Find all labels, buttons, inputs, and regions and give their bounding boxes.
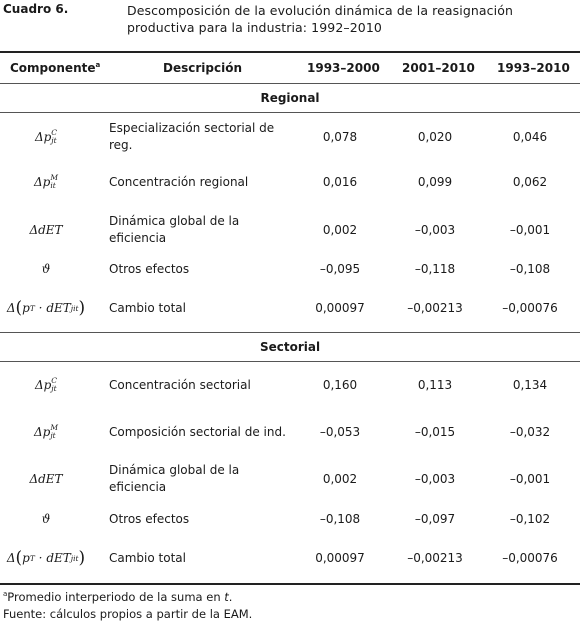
row-value-2001-2010: –0,118 (414, 262, 456, 276)
row-value-1993-2010: 0,134 (512, 378, 548, 392)
row-description: Concentración sectorial (109, 377, 251, 392)
row-description: Cambio total (109, 550, 186, 565)
section-title-sectorial: Sectorial (259, 340, 321, 354)
row-value-1993-2010: –0,102 (509, 512, 551, 526)
row-value-1993-2010: –0,108 (509, 262, 551, 276)
table-row: ϑ Otros efectos –0,108 –0,097 –0,102 (0, 499, 580, 539)
row-value-1993-2000: 0,160 (322, 378, 358, 392)
section-title-regional: Regional (260, 91, 320, 105)
row-value-1993-2000: 0,00097 (315, 301, 365, 315)
top-rule (0, 51, 580, 53)
row-value-2001-2010: –0,015 (414, 425, 456, 439)
table-row: Δ(p T · dET jit) Cambio total 0,00097 –0,0… (0, 288, 580, 328)
row-value-1993-2000: –0,053 (319, 425, 361, 439)
row-description: Concentración regional (109, 174, 249, 189)
table-caption: Cuadro 6. Descomposición de la evolución… (0, 0, 580, 44)
section-divider-rule (0, 332, 580, 333)
header-period-1: 1993–2000 (307, 61, 380, 75)
header-period-2: 2001–2010 (402, 61, 475, 75)
row-description: Cambio total (109, 300, 186, 315)
row-value-1993-2010: 0,046 (512, 130, 548, 144)
table-row: ϑ Otros efectos –0,095 –0,118 –0,108 (0, 249, 580, 289)
row-value-1993-2000: 0,016 (322, 175, 358, 189)
symbol-delta-total: Δ(p T · dET jit) (6, 298, 86, 318)
source-note: Fuente: cálculos propios a partir de la … (3, 607, 253, 621)
row-description: Composición sectorial de ind. (109, 424, 286, 439)
row-value-1993-2010: 0,062 (512, 175, 548, 189)
row-value-1993-2010: –0,032 (509, 425, 551, 439)
row-value-2001-2010: –0,003 (414, 223, 456, 237)
row-value-1993-2000: –0,108 (319, 512, 361, 526)
footnote: aPromedio interperiodo de la suma en t. (3, 590, 233, 604)
row-description: Dinámica global de la eficiencia (109, 463, 240, 494)
row-value-1993-2010: –0,00076 (502, 551, 558, 565)
header-description: Descripción (163, 61, 242, 75)
row-value-1993-2010: –0,001 (509, 472, 551, 486)
row-value-2001-2010: 0,113 (417, 378, 453, 392)
row-description: Otros efectos (109, 261, 190, 276)
bottom-rule (0, 583, 580, 585)
row-description: Dinámica global de la eficiencia (109, 214, 240, 245)
table-row: Δ(p T · dET jit) Cambio total 0,00097 –0,0… (0, 538, 580, 578)
symbol-theta: ϑ (41, 262, 51, 276)
row-value-1993-2010: –0,001 (509, 223, 551, 237)
row-value-2001-2010: –0,00213 (407, 301, 463, 315)
row-value-1993-2000: 0,00097 (315, 551, 365, 565)
section-rule-regional (0, 112, 580, 113)
row-value-2001-2010: –0,00213 (407, 551, 463, 565)
table-number: Cuadro 6. (3, 2, 69, 16)
row-value-1993-2000: –0,095 (319, 262, 361, 276)
table-title: Descomposición de la evolución dinámica … (127, 3, 513, 35)
header-rule (0, 83, 580, 84)
row-value-2001-2010: 0,020 (417, 130, 453, 144)
row-description: Especialización sectorial de reg. (109, 121, 275, 152)
row-value-1993-2000: 0,002 (322, 223, 358, 237)
row-value-2001-2010: 0,099 (417, 175, 453, 189)
section-rule-sectorial (0, 361, 580, 362)
symbol-theta: ϑ (41, 512, 51, 526)
row-value-1993-2000: 0,078 (322, 130, 358, 144)
header-component: Componentea (10, 61, 101, 75)
row-description: Otros efectos (109, 511, 190, 526)
row-value-2001-2010: –0,097 (414, 512, 456, 526)
row-value-1993-2000: 0,002 (322, 472, 358, 486)
symbol-delta-total: Δ(p T · dET jit) (6, 548, 86, 568)
header-period-3: 1993–2010 (497, 61, 570, 75)
row-value-2001-2010: –0,003 (414, 472, 456, 486)
row-value-1993-2010: –0,00076 (502, 301, 558, 315)
